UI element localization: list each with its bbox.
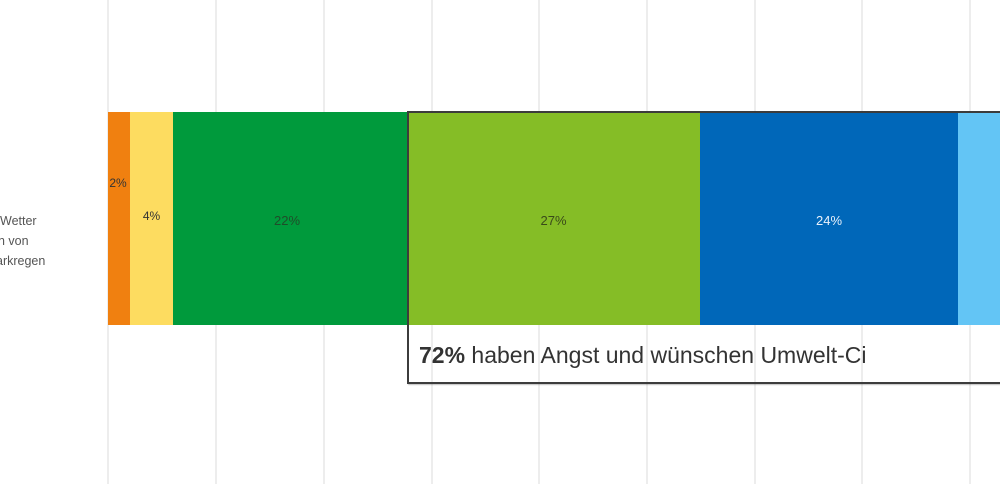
bar-segment-5: 24% bbox=[700, 112, 958, 325]
bar-segment-1: 2% bbox=[108, 112, 130, 325]
row-label-line-2: n von bbox=[0, 234, 29, 248]
callout-value: 72% bbox=[419, 342, 466, 368]
segment-label-1: 2% bbox=[109, 176, 127, 190]
bar-segment-2: 4% bbox=[130, 112, 173, 325]
callout-text: haben Angst und wünschen Umwelt-Ci bbox=[465, 342, 867, 368]
bar-segment-3: 22% bbox=[173, 112, 407, 325]
bar-segment-4: 27% bbox=[407, 112, 700, 325]
callout-annotation: 72% haben Angst und wünschen Umwelt-Ci bbox=[419, 342, 867, 369]
bar-segment-6 bbox=[958, 112, 1000, 325]
segment-label-5: 24% bbox=[815, 213, 843, 228]
segment-label-4: 27% bbox=[540, 213, 567, 228]
segment-label-3: 22% bbox=[273, 213, 301, 228]
row-label-line-3: arkregen bbox=[0, 254, 46, 268]
segment-label-2: 4% bbox=[142, 209, 161, 223]
row-label-line-1: Wetter bbox=[0, 214, 37, 228]
row-label: Wetter n von arkregen bbox=[0, 211, 148, 271]
